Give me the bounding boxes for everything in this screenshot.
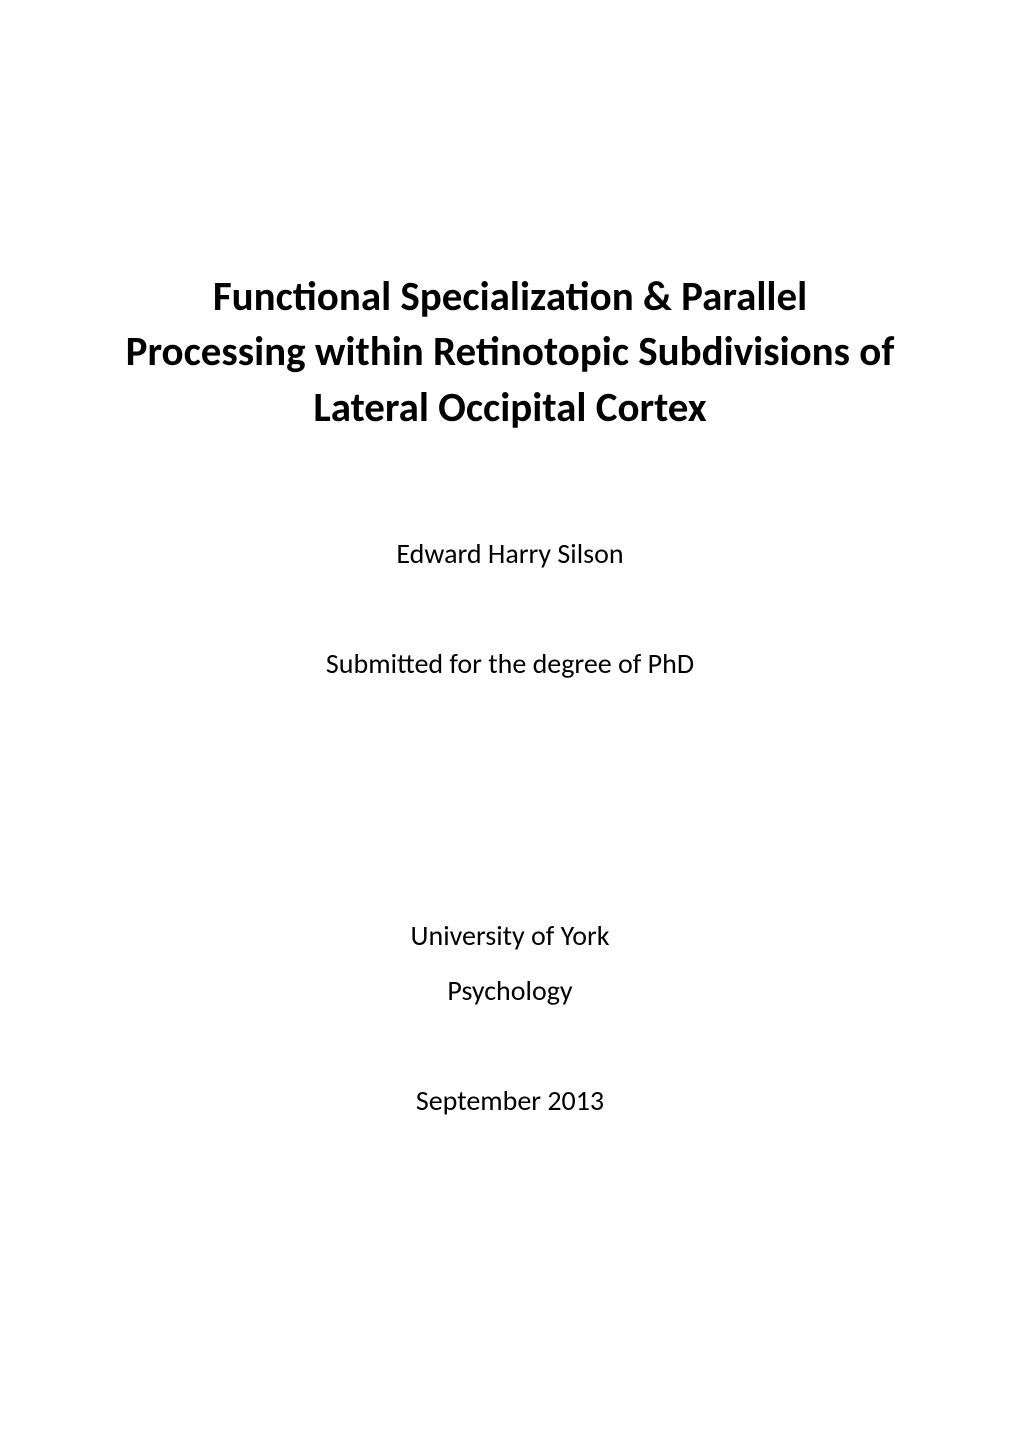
institution-name: University of York xyxy=(90,911,930,961)
degree-statement: Submitted for the degree of PhD xyxy=(90,646,930,681)
title-line-1: Functional Specialization & Parallel xyxy=(90,270,930,325)
title-line-2: Processing within Retinotopic Subdivisio… xyxy=(90,325,930,380)
thesis-title: Functional Specialization & Parallel Pro… xyxy=(90,270,930,436)
institution-block: University of York Psychology xyxy=(90,911,930,1008)
title-line-3: Lateral Occipital Cortex xyxy=(90,381,930,436)
date-block: September 2013 xyxy=(90,1083,930,1118)
submission-date: September 2013 xyxy=(90,1083,930,1118)
author-name: Edward Harry Silson xyxy=(90,536,930,571)
department-name: Psychology xyxy=(90,973,930,1008)
author-block: Edward Harry Silson xyxy=(90,536,930,571)
degree-block: Submitted for the degree of PhD xyxy=(90,646,930,681)
